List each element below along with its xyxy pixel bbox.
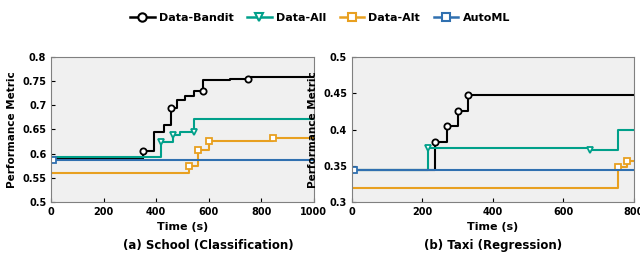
Legend: Data-Bandit, Data-All, Data-Alt, AutoML: Data-Bandit, Data-All, Data-Alt, AutoML	[125, 8, 515, 27]
X-axis label: Time (s): Time (s)	[157, 222, 208, 232]
Y-axis label: Performance Metric: Performance Metric	[308, 71, 317, 188]
Text: (a) School (Classification): (a) School (Classification)	[123, 239, 293, 252]
X-axis label: Time (s): Time (s)	[467, 222, 518, 232]
Text: (b) Taxi (Regression): (b) Taxi (Regression)	[424, 239, 562, 252]
Y-axis label: Performance Metric: Performance Metric	[7, 71, 17, 188]
